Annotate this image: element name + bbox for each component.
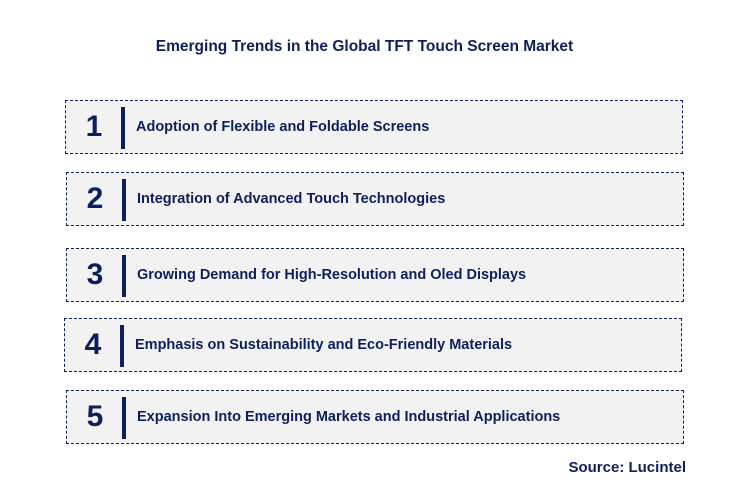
trend-item-4: 4 Emphasis on Sustainability and Eco-Fri…	[64, 318, 682, 372]
diagram-title: Emerging Trends in the Global TFT Touch …	[155, 38, 574, 55]
trend-item-2: 2 Integration of Advanced Touch Technolo…	[66, 172, 684, 226]
trend-label: Growing Demand for High-Resolution and O…	[137, 267, 527, 283]
trend-label: Emphasis on Sustainability and Eco-Frien…	[135, 337, 513, 353]
source-credit: Source: Lucintel	[568, 459, 686, 476]
trend-item-1: 1 Adoption of Flexible and Foldable Scre…	[65, 100, 683, 154]
trend-number: 2	[86, 182, 104, 215]
trend-number: 5	[86, 400, 104, 433]
trend-number: 1	[85, 110, 103, 143]
divider-bar	[122, 397, 126, 439]
trend-label: Integration of Advanced Touch Technologi…	[137, 191, 446, 207]
divider-bar	[120, 325, 124, 367]
trend-item-5: 5 Expansion Into Emerging Markets and In…	[66, 390, 684, 444]
trend-item-3: 3 Growing Demand for High-Resolution and…	[66, 248, 684, 302]
divider-bar	[122, 179, 126, 221]
trend-label: Expansion Into Emerging Markets and Indu…	[137, 409, 561, 425]
trend-number: 4	[84, 328, 102, 361]
divider-bar	[122, 255, 126, 297]
divider-bar	[121, 107, 125, 149]
trend-label: Adoption of Flexible and Foldable Screen…	[136, 119, 430, 135]
trend-number: 3	[86, 258, 104, 291]
